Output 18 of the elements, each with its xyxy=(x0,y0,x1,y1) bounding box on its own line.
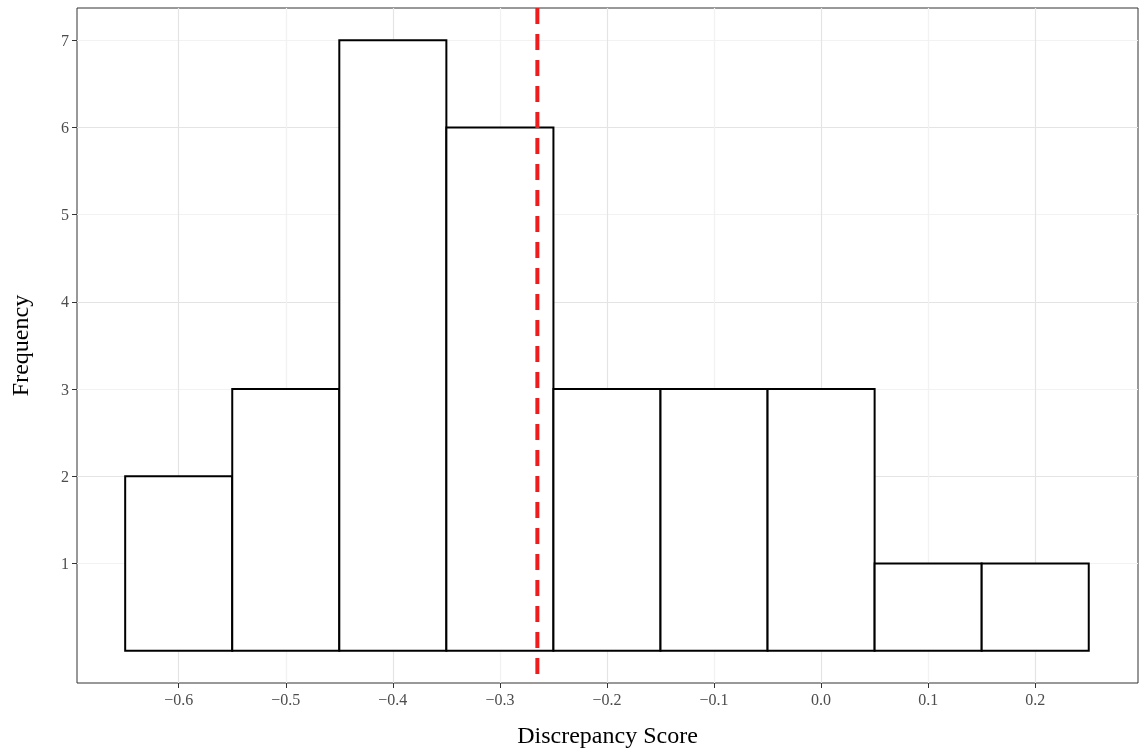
x-tick-label: −0.2 xyxy=(592,690,622,708)
y-tick-label: 6 xyxy=(61,118,69,136)
x-tick-label: 0.2 xyxy=(1025,690,1046,708)
y-tick-label: 7 xyxy=(61,31,69,49)
y-tick-label: 3 xyxy=(61,380,69,398)
y-tick-label: 2 xyxy=(61,467,69,485)
x-tick-label: −0.5 xyxy=(271,690,301,708)
x-tick-label: −0.4 xyxy=(378,690,408,708)
y-tick-label: 1 xyxy=(61,555,69,573)
x-tick-label: 0.0 xyxy=(811,690,832,708)
x-tick-label: 0.1 xyxy=(918,690,939,708)
y-axis-title: Frequency xyxy=(7,294,33,397)
x-tick-label: −0.3 xyxy=(485,690,515,708)
x-tick-label: −0.1 xyxy=(699,690,729,708)
y-tick-label: 5 xyxy=(61,206,69,224)
x-axis-title: Discrepancy Score xyxy=(517,722,698,748)
x-tick-label: −0.6 xyxy=(164,690,194,708)
y-tick-label: 4 xyxy=(61,293,69,311)
